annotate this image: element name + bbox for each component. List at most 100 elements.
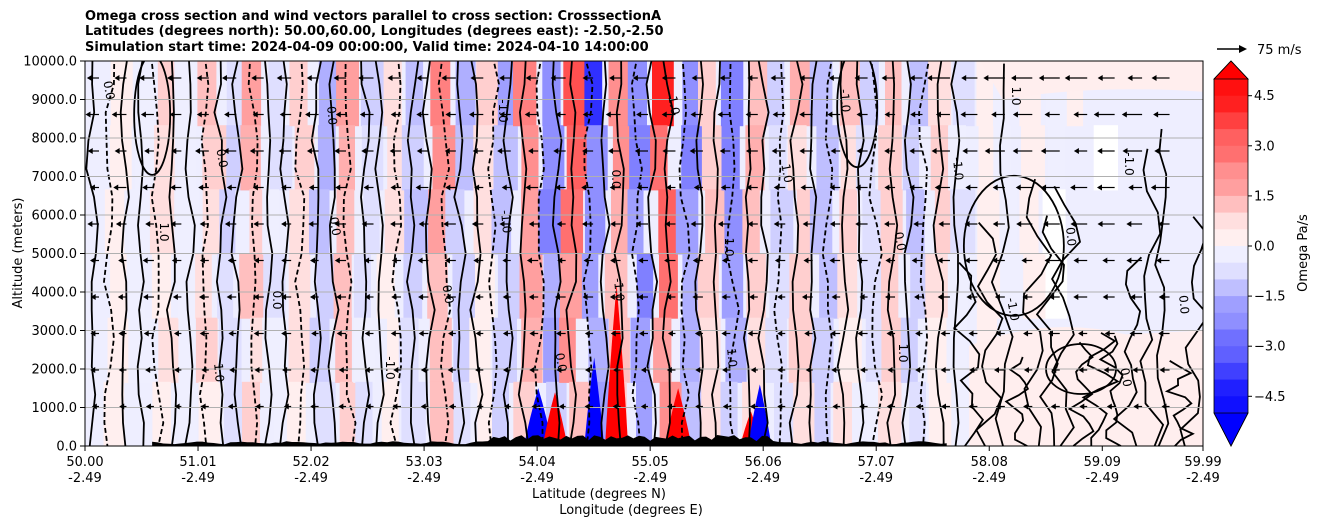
omega-band-cell: [197, 61, 217, 127]
wind-vector-head: [503, 367, 509, 373]
omega-band-cell: [289, 61, 308, 127]
wind-vector-head: [1132, 367, 1138, 373]
wind-vector-head: [662, 148, 668, 154]
contour-label: 0.0: [891, 231, 908, 252]
wind-vector-head: [390, 184, 396, 191]
contour-line-negative: [582, 61, 594, 446]
omega-band-cell: [103, 381, 125, 446]
wind-vector-head: [171, 257, 177, 264]
y-tick-label: 3000.0: [32, 324, 78, 339]
colorbar-level: [1214, 112, 1248, 130]
omega-band-cell: [768, 125, 787, 191]
contour-label: 0.0: [1117, 367, 1134, 388]
omega-band-cell: [928, 61, 952, 127]
wind-vector-head: [199, 257, 205, 264]
wind-vector-head: [613, 367, 619, 373]
omega-band-cell: [542, 125, 565, 191]
wind-vector-head: [281, 184, 287, 191]
omega-band-cell: [951, 381, 970, 446]
wind-vector-head: [609, 294, 615, 300]
wind-vector-head: [911, 257, 917, 264]
wind-vector-head: [142, 184, 148, 191]
contour-label: 0.0: [270, 290, 284, 309]
omega-band-cell: [110, 253, 127, 319]
y-tick-label: 0.0: [56, 440, 77, 455]
wind-vector-head: [282, 367, 288, 373]
omega-band-cell: [976, 253, 1001, 319]
omega-band-cell: [925, 253, 950, 319]
colorbar-level: [1214, 195, 1248, 214]
wind-vector-head: [1096, 184, 1102, 191]
wind-vector-head: [334, 148, 340, 154]
x-tick-label-latitude: 55.05: [632, 455, 669, 470]
wind-vector-head: [774, 257, 780, 264]
contour-label: -1.0: [1004, 297, 1022, 322]
wind-vector-head: [170, 184, 176, 191]
wind-vector-head: [1126, 221, 1132, 227]
wind-vector-head: [524, 111, 530, 118]
wind-vector-head: [443, 221, 449, 227]
wind-vector-head: [253, 294, 259, 300]
colorbar: 4.5 3.0 1.5 0.0 −1.5 −3.0 −4.5: [1213, 60, 1286, 447]
omega-band-cell: [178, 381, 197, 446]
wind-vector-head: [143, 330, 149, 337]
colorbar-tick-label: 4.5: [1254, 89, 1275, 104]
wind-vector-head: [666, 367, 672, 373]
wind-vector-head: [1011, 75, 1017, 81]
x-tick-label-latitude: 50.00: [66, 455, 103, 470]
omega-band-cell: [263, 253, 286, 319]
wind-vector-head: [363, 184, 369, 191]
wind-vector-head: [1023, 367, 1029, 373]
wind-vector-head: [750, 403, 756, 410]
contour-labels: 0.0 -1.0 1.0 0.0 -1.0 1.0 0.0 1.0 -1.0 0.0 -1.0 1.0…: [100, 80, 1191, 388]
omega-band-cell: [519, 253, 543, 319]
wind-vector-head: [1015, 184, 1021, 191]
y-tick-label: 5000.0: [32, 247, 78, 262]
wind-vector-head: [276, 75, 282, 81]
wind-vector-head: [501, 184, 507, 191]
omega-band-cell: [906, 189, 925, 255]
wind-vector-head: [608, 148, 614, 154]
wind-vector-head: [281, 221, 287, 227]
wind-vector-head: [909, 75, 915, 81]
wind-vector-head: [309, 294, 315, 300]
omega-band-cell: [681, 125, 706, 191]
wind-vector-head: [995, 403, 1001, 410]
contour-line-negative: [389, 61, 403, 446]
omega-band-cell: [563, 61, 588, 127]
omega-band-cell: [720, 381, 738, 446]
wind-vector-head: [528, 221, 534, 227]
chart-title-line-3: Simulation start time: 2024-04-09 00:00:…: [85, 40, 649, 55]
contour-label: 1.0: [896, 343, 910, 362]
wind-vector-head: [391, 257, 397, 264]
wind-vector-head: [915, 330, 921, 337]
wind-vector-head: [198, 184, 204, 191]
omega-band-cell: [476, 61, 499, 127]
omega-band-cell: [354, 253, 371, 319]
wind-vector-head: [885, 294, 891, 300]
wind-vector-head: [117, 294, 123, 300]
omega-band-cell: [721, 253, 744, 319]
wind-vector-head: [1041, 184, 1047, 191]
omega-band-cell: [336, 61, 359, 127]
omega-band-cell: [652, 61, 674, 127]
x-tick-label-longitude: -2.49: [633, 471, 667, 486]
omega-band-cell: [881, 317, 904, 383]
wind-vector-head: [1097, 221, 1103, 227]
wind-vector-head: [118, 330, 124, 337]
omega-band-cell: [315, 381, 336, 446]
wind-vector-head: [469, 111, 475, 118]
quiver-key: 75 m/s: [1217, 43, 1302, 58]
contour-line: [952, 261, 985, 446]
wind-vector-head: [474, 184, 480, 191]
wind-vector-head: [118, 257, 124, 264]
contour-label: 1.0: [724, 348, 740, 368]
omega-band-cell: [288, 317, 312, 383]
wind-vector-head: [556, 221, 562, 227]
wind-vector-head: [445, 111, 451, 118]
omega-band-cell: [699, 317, 721, 383]
wind-vector-head: [745, 148, 751, 154]
wind-vector-head: [855, 184, 861, 191]
wind-vector-head: [115, 221, 121, 227]
